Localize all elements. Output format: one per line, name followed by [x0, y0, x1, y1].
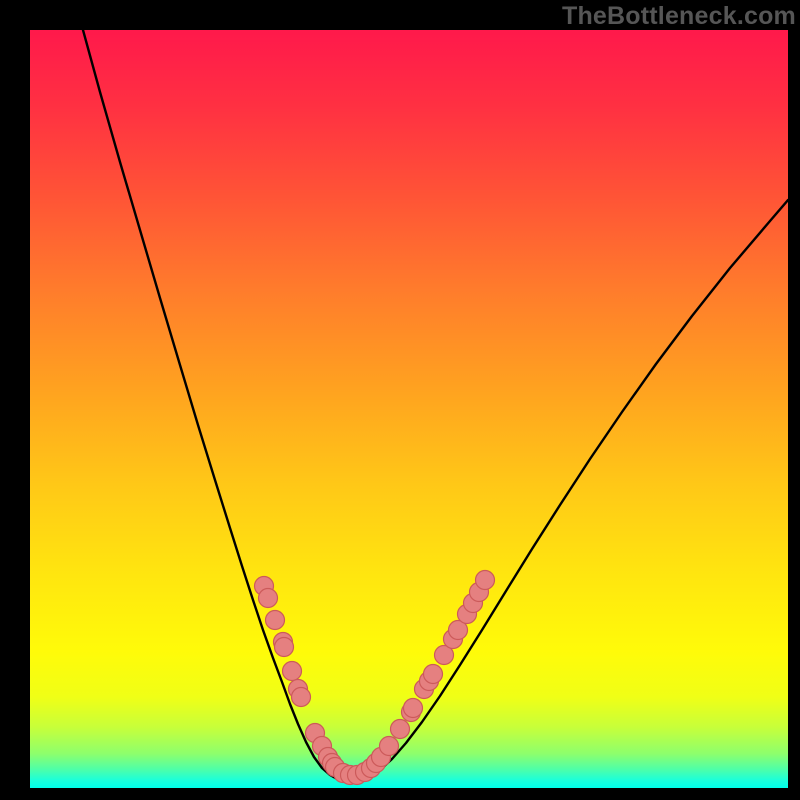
data-point-marker [391, 720, 410, 739]
data-point-marker [424, 665, 443, 684]
data-point-marker [259, 589, 278, 608]
data-point-marker [266, 611, 285, 630]
data-point-marker [476, 571, 495, 590]
frame-bottom [0, 788, 800, 800]
data-point-marker [275, 638, 294, 657]
frame-left [0, 0, 30, 800]
chart-overlay-svg [30, 30, 788, 788]
data-point-marker [404, 699, 423, 718]
marker-group [255, 571, 495, 785]
data-point-marker [380, 737, 399, 756]
plot-area [30, 30, 788, 788]
watermark-text: TheBottleneck.com [562, 2, 796, 31]
data-point-marker [292, 688, 311, 707]
frame-right [788, 0, 800, 800]
data-point-marker [283, 662, 302, 681]
